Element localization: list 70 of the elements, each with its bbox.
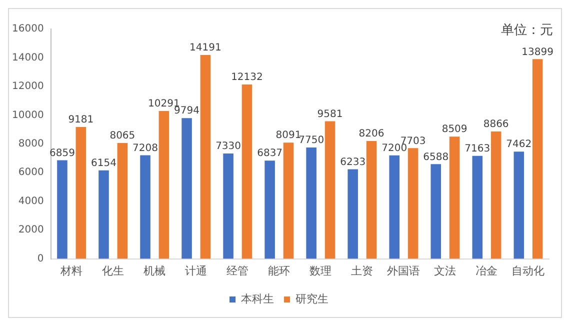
bar: [306, 147, 316, 259]
x-tick-label: 能环: [268, 264, 290, 278]
bar: [514, 152, 524, 259]
x-tick-label: 外国语: [387, 264, 420, 278]
bar: [430, 164, 442, 259]
data-label: 7750: [298, 135, 324, 146]
data-label: 7208: [132, 142, 158, 154]
data-label: 6588: [423, 152, 449, 163]
bar: [389, 155, 400, 259]
data-label: 8065: [110, 130, 136, 142]
y-tick-label: 4000: [18, 196, 44, 207]
data-label: 7163: [464, 144, 490, 155]
x-tick-label: 计通: [185, 264, 208, 278]
bar: [472, 156, 483, 259]
bar: [117, 142, 128, 259]
data-label: 9794: [174, 106, 200, 117]
bar: [140, 155, 150, 259]
data-label: 13899: [522, 46, 554, 58]
data-label: 14191: [190, 42, 222, 54]
x-tick-label: 冶金: [476, 264, 498, 278]
bar: [449, 136, 460, 259]
data-label: 6837: [257, 148, 283, 160]
bar: [200, 54, 211, 259]
bar: [264, 160, 275, 259]
y-tick-label: 16000: [12, 24, 44, 35]
bar: [223, 154, 234, 259]
y-tick-label: 6000: [18, 167, 44, 178]
bar: [324, 121, 336, 259]
y-tick-label: 2000: [18, 224, 44, 236]
data-label: 6859: [50, 148, 75, 159]
data-label: 6233: [340, 156, 366, 168]
y-tick-label: 8000: [18, 138, 44, 150]
bar: [76, 126, 86, 259]
data-label: 7330: [216, 141, 242, 152]
annotation: 单位：元: [501, 22, 553, 39]
y-tick-label: 0: [37, 253, 44, 264]
bar: [408, 148, 418, 259]
y-tick-label: 12000: [12, 81, 44, 92]
bar: [490, 131, 502, 259]
x-tick-label: 文法: [434, 264, 456, 278]
bar: [366, 140, 377, 259]
bar: [348, 169, 358, 259]
x-tick-label: 经管: [226, 264, 249, 278]
y-tick-label: 10000: [12, 110, 44, 121]
data-label: 9181: [68, 114, 94, 126]
bar: [532, 59, 543, 259]
bar: [57, 160, 68, 259]
x-tick-label: 数理: [310, 264, 332, 278]
data-label: 7200: [382, 142, 408, 154]
data-label: 8866: [483, 119, 509, 130]
data-label: 8206: [358, 128, 384, 140]
bar: [242, 84, 252, 259]
data-label: 12132: [231, 72, 263, 84]
x-tick-label: 土资: [351, 264, 374, 278]
data-label: 7462: [506, 139, 532, 150]
data-label: 6154: [91, 158, 116, 170]
bar: [158, 110, 170, 259]
data-label: 8091: [276, 130, 302, 142]
bar: [182, 118, 192, 259]
data-label: 9581: [317, 108, 343, 120]
data-label: 8509: [442, 124, 468, 136]
legend-label: 研究生: [296, 292, 328, 306]
x-tick-label: 自动化: [512, 264, 545, 278]
x-tick-label: 材料: [60, 264, 83, 278]
x-tick-label: 化生: [102, 264, 124, 278]
bar: [98, 170, 109, 259]
x-tick-label: 机械: [144, 264, 166, 278]
bar: [283, 142, 294, 259]
legend-label: 本科生: [241, 292, 274, 306]
y-tick-label: 14000: [12, 52, 44, 64]
